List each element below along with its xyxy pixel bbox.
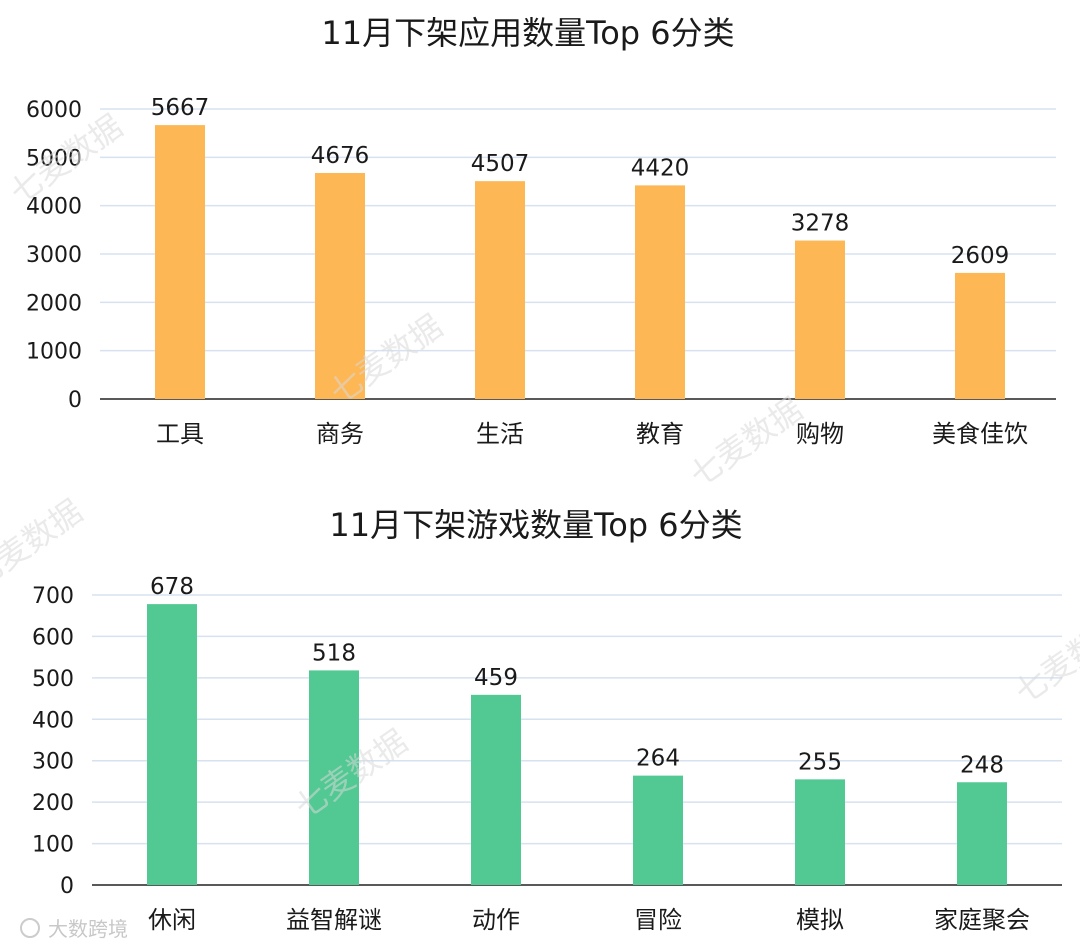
game-data-label: 518 [312, 640, 356, 666]
app-category-label: 美食佳饮 [932, 420, 1028, 448]
game-y-tick-label: 600 [32, 625, 74, 650]
app-data-label: 5667 [151, 95, 210, 121]
game-data-label: 255 [798, 749, 842, 775]
app-y-tick-label: 3000 [26, 243, 82, 268]
game-bar [957, 782, 1007, 885]
app-y-tick-label: 0 [68, 388, 82, 413]
app-category-label: 购物 [796, 420, 844, 448]
game-category-label: 休闲 [148, 906, 196, 934]
watermark-qimai: 七麦数据 [1008, 607, 1080, 712]
game-category-label: 动作 [472, 906, 520, 934]
app-data-label: 4676 [311, 143, 370, 169]
game-chart-title: 11月下架游戏数量Top 6分类 [329, 506, 742, 544]
game-data-label: 248 [960, 752, 1004, 778]
game-y-tick-label: 400 [32, 708, 74, 733]
game-chart-data-labels: 678 518 459 264 255 248 [150, 574, 1004, 778]
watermark-qimai: 七麦数据 [683, 390, 810, 495]
game-bar [471, 694, 521, 885]
game-y-tick-label: 300 [32, 750, 74, 775]
app-data-label: 2609 [951, 243, 1010, 269]
app-chart-y-axis: 0 1000 2000 3000 4000 5000 6000 [26, 98, 1056, 413]
app-category-label: 生活 [476, 420, 524, 448]
app-data-label: 4420 [631, 155, 690, 181]
game-data-label: 264 [636, 746, 680, 772]
game-removal-chart: 11月下架游戏数量Top 6分类 0100200300400500600700 … [32, 506, 1062, 934]
app-chart-bars [155, 125, 1005, 399]
app-y-tick-label: 1000 [26, 340, 82, 365]
game-category-label: 冒险 [634, 906, 682, 934]
game-y-tick-label: 200 [32, 791, 74, 816]
game-data-label: 678 [150, 574, 194, 600]
app-bar [635, 185, 685, 399]
app-category-label: 教育 [636, 420, 684, 448]
game-chart-bars [147, 604, 1007, 885]
game-chart-x-axis: 休闲 益智解谜 动作 冒险 模拟 家庭聚会 [148, 906, 1030, 934]
app-data-label: 4507 [471, 151, 530, 177]
app-category-label: 工具 [156, 420, 204, 448]
game-chart-gridlines [92, 594, 1062, 845]
game-y-tick-label: 100 [32, 833, 74, 858]
app-bar [155, 125, 205, 399]
app-y-tick-label: 2000 [26, 291, 82, 316]
game-data-label: 459 [474, 665, 518, 691]
game-chart-y-axis: 0 100 200 300 400 500 600 700 [32, 584, 1062, 899]
game-y-tick-label: 500 [32, 667, 74, 692]
app-chart-x-axis: 工具 商务 生活 教育 购物 美食佳饮 [156, 420, 1028, 448]
app-bar [955, 272, 1005, 399]
game-y-tick-label: 0 [60, 874, 74, 899]
app-y-tick-label: 4000 [26, 195, 82, 220]
game-category-label: 模拟 [796, 906, 844, 934]
app-chart-data-labels: 5667 4676 4507 4420 3278 2609 [151, 95, 1010, 269]
game-y-tick-label: 700 [32, 584, 74, 609]
footer-watermark-text: 大数跨境 [48, 917, 128, 941]
app-bar [795, 240, 845, 399]
app-y-tick-label: 6000 [26, 98, 82, 123]
footer-logo-icon [20, 918, 40, 938]
app-chart-gridlines [100, 108, 1056, 352]
game-category-label: 家庭聚会 [934, 906, 1030, 934]
app-y-tick-label: 5000 [26, 146, 82, 171]
game-bar [147, 604, 197, 885]
footer-logo: 大数跨境 [20, 917, 128, 941]
game-bar [795, 779, 845, 885]
app-bar [315, 172, 365, 399]
game-bar [309, 670, 359, 885]
watermark-qimai: 七麦数据 [0, 492, 89, 597]
app-chart-title: 11月下架应用数量Top 6分类 [321, 14, 734, 52]
game-bar [633, 775, 683, 885]
app-bar [475, 181, 525, 399]
app-removal-chart: 11月下架应用数量Top 6分类 0 1000 2000 3000 4000 5000 60… [26, 14, 1056, 448]
app-data-label: 3278 [791, 211, 850, 237]
app-category-label: 商务 [316, 420, 364, 448]
game-category-label: 益智解谜 [286, 906, 382, 934]
